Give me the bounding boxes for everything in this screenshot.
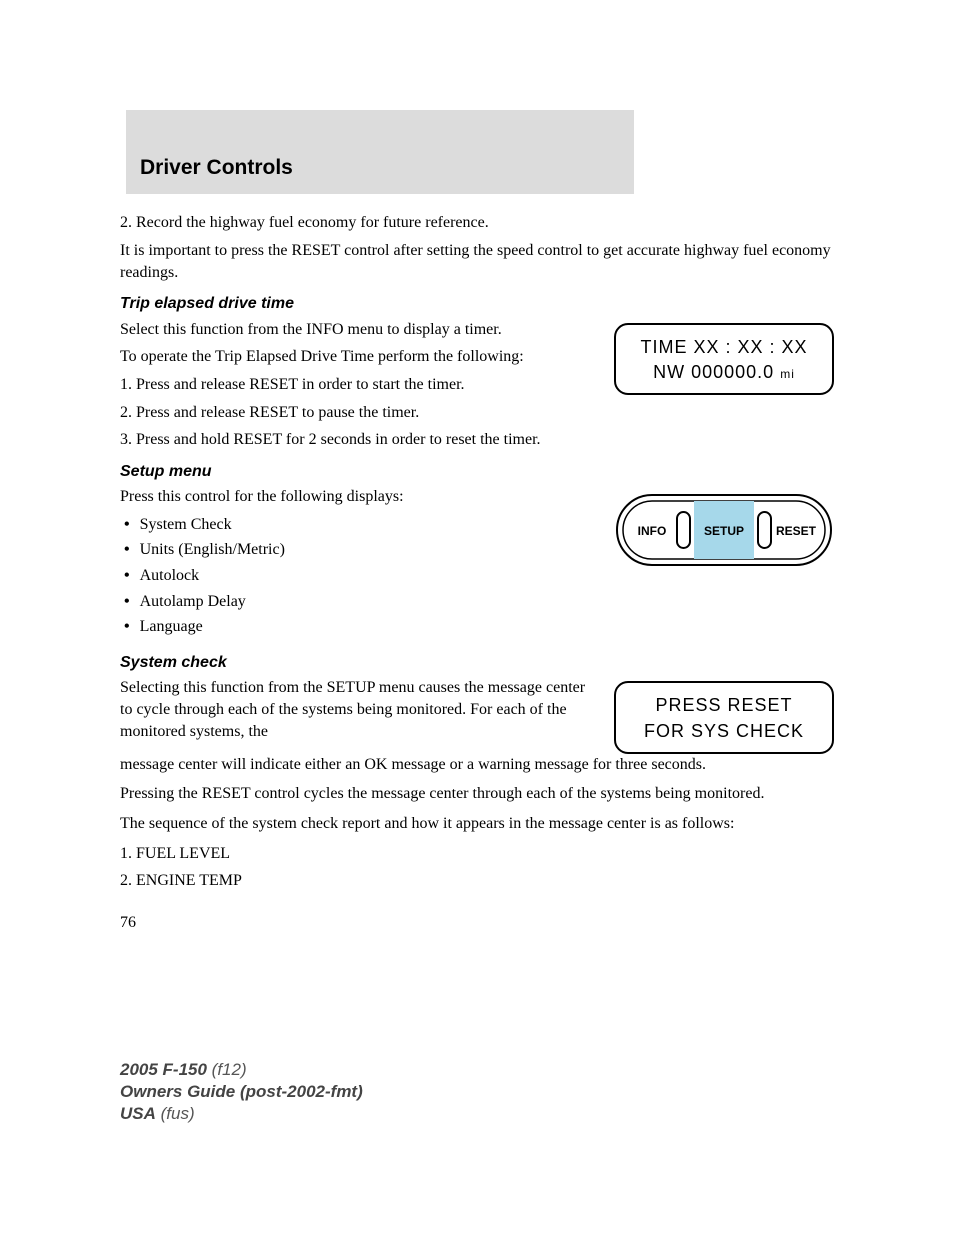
list-item: Autolamp Delay xyxy=(124,591,594,613)
list-item: Units (English/Metric) xyxy=(124,539,594,561)
lcd-line1: TIME XX : XX : XX xyxy=(616,335,832,360)
trip-row: Select this function from the INFO menu … xyxy=(120,319,834,402)
syscheck-text-left: Selecting this function from the SETUP m… xyxy=(120,677,594,748)
footer-guide: Owners Guide (post-2002-fmt) xyxy=(120,1081,363,1103)
footer-model-rest: (f12) xyxy=(207,1060,247,1079)
trip-text: Select this function from the INFO menu … xyxy=(120,319,594,402)
page: Driver Controls 2. Record the highway fu… xyxy=(0,0,954,1235)
footer-model: 2005 F-150 (f12) xyxy=(120,1059,363,1081)
trip-step3: 3. Press and hold RESET for 2 seconds in… xyxy=(120,429,834,451)
lcd-line2-prefix: NW 000000.0 xyxy=(653,362,780,382)
intro-note: It is important to press the RESET contr… xyxy=(120,240,834,283)
setup-panel-svg: INFO SETUP RESET xyxy=(614,492,834,568)
lcd-display-syscheck: PRESS RESET FOR SYS CHECK xyxy=(614,681,834,753)
header-bar: Driver Controls xyxy=(126,110,634,194)
syscheck-seq1: 1. FUEL LEVEL xyxy=(120,843,834,865)
page-number: 76 xyxy=(120,912,834,934)
setup-panel-wrap: INFO SETUP RESET xyxy=(614,486,834,568)
footer-region-bold: USA xyxy=(120,1104,156,1123)
syscheck-p1b: message center will indicate either an O… xyxy=(120,754,834,776)
setup-row: Press this control for the following dis… xyxy=(120,486,834,642)
list-item: Language xyxy=(124,616,594,638)
footer-region-rest: (fus) xyxy=(156,1104,195,1123)
setup-button-label: SETUP xyxy=(704,524,744,538)
intro-step: 2. Record the highway fuel economy for f… xyxy=(120,212,834,234)
info-button-label: INFO xyxy=(638,524,667,538)
syscheck-display-wrap: PRESS RESET FOR SYS CHECK xyxy=(614,677,834,753)
footer-region: USA (fus) xyxy=(120,1103,363,1125)
footer-model-bold: 2005 F-150 xyxy=(120,1060,207,1079)
list-item: System Check xyxy=(124,514,594,536)
lcd-display-time: TIME XX : XX : XX NW 000000.0 mi xyxy=(614,323,834,395)
trip-p2: To operate the Trip Elapsed Drive Time p… xyxy=(120,346,594,368)
trip-step1: 1. Press and release RESET in order to s… xyxy=(120,374,594,396)
lcd-sys-line2: FOR SYS CHECK xyxy=(616,719,832,744)
setup-p1: Press this control for the following dis… xyxy=(120,486,594,508)
trip-heading: Trip elapsed drive time xyxy=(120,293,834,315)
setup-panel: INFO SETUP RESET xyxy=(614,492,834,568)
trip-p1: Select this function from the INFO menu … xyxy=(120,319,594,341)
lcd-line2-unit: mi xyxy=(780,367,795,381)
reset-button-label: RESET xyxy=(776,524,817,538)
syscheck-p3: The sequence of the system check report … xyxy=(120,813,834,835)
syscheck-p1a: Selecting this function from the SETUP m… xyxy=(120,677,594,742)
syscheck-heading: System check xyxy=(120,652,834,674)
setup-list: System Check Units (English/Metric) Auto… xyxy=(120,514,594,638)
lcd-sys-line1: PRESS RESET xyxy=(616,693,832,718)
lcd-line2: NW 000000.0 mi xyxy=(616,360,832,385)
setup-heading: Setup menu xyxy=(120,461,834,483)
syscheck-row: Selecting this function from the SETUP m… xyxy=(120,677,834,753)
syscheck-seq2: 2. ENGINE TEMP xyxy=(120,870,834,892)
setup-text: Press this control for the following dis… xyxy=(120,486,594,642)
section-title: Driver Controls xyxy=(140,154,620,182)
trip-step2: 2. Press and release RESET to pause the … xyxy=(120,402,834,424)
list-item: Autolock xyxy=(124,565,594,587)
syscheck-p2: Pressing the RESET control cycles the me… xyxy=(120,783,834,805)
footer: 2005 F-150 (f12) Owners Guide (post-2002… xyxy=(120,1059,363,1125)
trip-display-wrap: TIME XX : XX : XX NW 000000.0 mi xyxy=(614,319,834,395)
